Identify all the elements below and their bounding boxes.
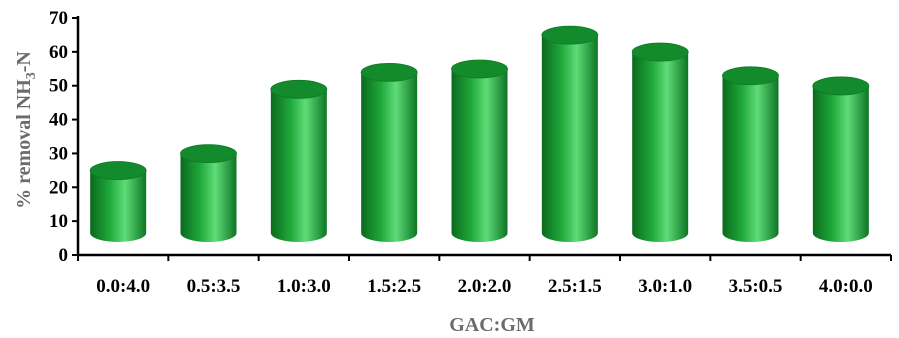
- bar-top-cap: [812, 76, 870, 96]
- y-axis: 0 10 20 30 40 50 60 70: [49, 8, 80, 266]
- bar: [89, 161, 147, 242]
- x-tick-label: 1.0:3.0: [277, 276, 331, 297]
- bar-body: [90, 170, 147, 242]
- bars-group: [89, 25, 870, 243]
- y-tick-label: 10: [49, 211, 68, 232]
- y-tick-label: 60: [49, 42, 68, 63]
- x-axis-label: GAC:GM: [449, 314, 535, 336]
- bar-top-cap: [180, 144, 237, 164]
- y-tick-label: 20: [49, 177, 68, 198]
- bar-top-cap: [451, 59, 508, 79]
- y-tick-label: 40: [49, 110, 68, 131]
- y-tick-label: 30: [49, 143, 68, 164]
- y-tick-label: 70: [49, 8, 68, 29]
- bar-body: [361, 72, 418, 243]
- y-axis-label: % removal NH3-N: [13, 51, 39, 209]
- bar-body: [812, 85, 869, 242]
- bar: [270, 79, 328, 242]
- bar: [631, 42, 689, 243]
- x-tick-label: 1.5:2.5: [367, 276, 421, 297]
- x-tick-label: 0.5:3.5: [187, 276, 241, 297]
- x-tick-label: 3.0:1.0: [638, 276, 692, 297]
- bar: [812, 76, 870, 242]
- bar-body: [451, 69, 508, 242]
- bar-top-cap: [360, 63, 418, 82]
- y-tick-label: 50: [49, 76, 68, 97]
- bar-top-cap: [541, 25, 599, 45]
- bar-top-cap: [270, 79, 328, 99]
- x-axis: 0.0:4.0 0.5:3.5 1.0:3.0 1.5:2.5 2.0:2.0 2.5:1…: [77, 253, 892, 297]
- x-tick-label: 2.0:2.0: [458, 276, 512, 297]
- bar-top-cap: [89, 161, 147, 180]
- y-tick-label: 0: [59, 245, 69, 266]
- bar: [722, 66, 779, 243]
- bar-body: [541, 35, 598, 243]
- bar-body: [722, 75, 779, 243]
- bar-body: [632, 52, 689, 243]
- bar: [541, 25, 599, 243]
- bar-body: [180, 153, 237, 242]
- bar-body: [270, 89, 327, 242]
- bar: [451, 59, 508, 242]
- x-tick-label: 2.5:1.5: [548, 276, 602, 297]
- bar: [360, 63, 418, 243]
- x-tick-label: 3.5:0.5: [729, 276, 783, 297]
- bar-top-cap: [722, 66, 779, 86]
- bar: [180, 144, 237, 242]
- bar-top-cap: [631, 42, 689, 62]
- x-tick-label: 4.0:0.0: [819, 276, 873, 297]
- x-tick-label: 0.0:4.0: [96, 276, 150, 297]
